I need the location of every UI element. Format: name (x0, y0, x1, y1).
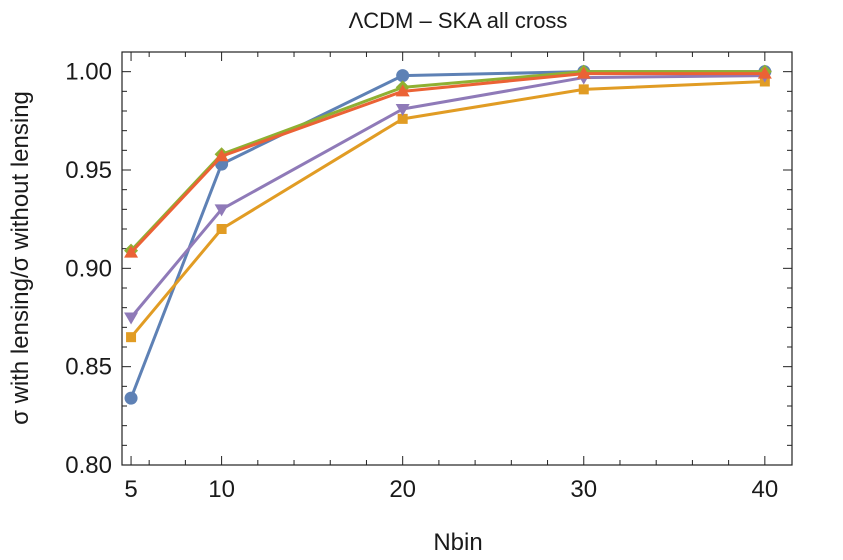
chart-title: ΛCDM – SKA all cross (349, 8, 568, 33)
series-5 (124, 66, 772, 258)
data-point-circle (396, 69, 410, 83)
series-line (129, 80, 767, 339)
y-tick-label: 0.95 (65, 157, 112, 184)
series-1 (124, 65, 772, 405)
y-tick-label: 0.90 (65, 255, 112, 282)
data-point-triangle-up (124, 245, 139, 258)
data-point-triangle-up (395, 84, 410, 97)
x-tick-label: 30 (570, 476, 597, 503)
series-line (129, 70, 767, 400)
y-tick-label: 1.00 (65, 59, 112, 86)
data-point-square (397, 113, 408, 124)
data-point-triangle-up (576, 66, 591, 79)
y-tick-label: 0.80 (65, 452, 112, 479)
plot-frame (121, 51, 793, 466)
x-tick-label: 10 (208, 476, 235, 503)
data-point-triangle-up (214, 149, 229, 162)
data-point-square (216, 224, 227, 234)
data-point-triangle-down (214, 204, 229, 217)
axis-ticks: 0.80 0.85 0.90 0.95 1.00 5 10 20 30 40 (65, 51, 792, 503)
data-point-triangle-up (757, 66, 772, 79)
x-tick-label: 5 (124, 476, 137, 503)
data-point-square (578, 84, 589, 95)
data-point-circle (124, 391, 138, 405)
x-tick-label: 20 (389, 476, 416, 503)
x-axis-label: Nbin (433, 529, 482, 556)
data-point-triangle-down (124, 312, 139, 325)
series-group (124, 64, 772, 405)
series-3 (124, 70, 772, 325)
y-axis-label: σ with lensing/σ without lensing (7, 91, 34, 425)
data-point-triangle-down (395, 104, 410, 117)
y-tick-label: 0.85 (65, 354, 112, 381)
x-tick-label: 40 (751, 476, 778, 503)
data-point-square (126, 332, 137, 343)
plot-border (121, 51, 793, 466)
